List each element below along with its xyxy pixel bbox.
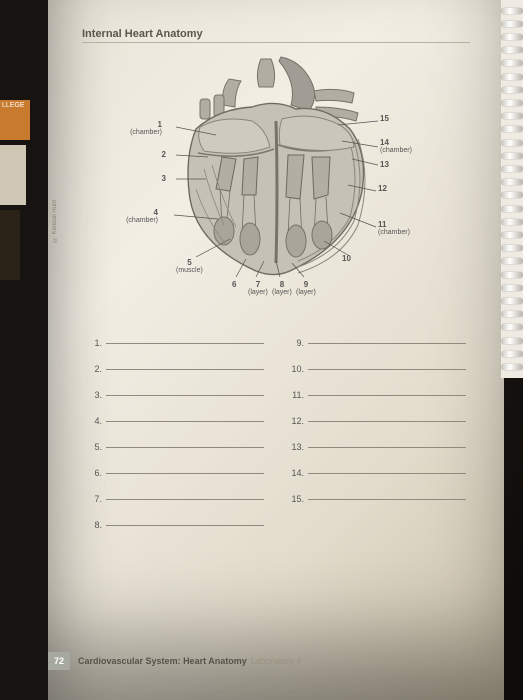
callout-12: 12 [378,185,387,193]
desk-background: LLEGE [0,0,48,700]
callout-3: 3 [162,175,166,183]
callout-2: 2 [162,151,166,159]
callout-5: 5(muscle) [176,259,203,275]
blank-number: 9. [288,338,308,348]
blank-number: 13. [288,442,308,452]
callout-13: 13 [380,161,389,169]
blank-number: 15. [288,494,308,504]
photo-scene: LLEGE © Kendall Hunt Internal Heart Anat… [0,0,523,700]
blank-number: 2. [86,364,106,374]
blank-line[interactable] [308,446,466,448]
blank-line[interactable] [308,368,466,370]
orange-tab: LLEGE [0,100,30,140]
blank-line[interactable] [308,472,466,474]
spiral-binding [501,0,523,378]
callout-14: 14(chamber) [380,139,412,155]
blank-number: 6. [86,468,106,478]
blank-line[interactable] [308,498,466,500]
blank-number: 14. [288,468,308,478]
blank-row: 12. [288,400,466,426]
blank-line[interactable] [106,394,264,396]
copyright-vertical: © Kendall Hunt [52,200,58,242]
blank-row: 3. [86,374,264,400]
blank-row: 10. [288,348,466,374]
paper-stack [0,145,26,205]
blank-number: 12. [288,416,308,426]
page-number: 72 [48,652,70,670]
callout-4: 4(chamber) [126,209,158,225]
blank-row: 9. [288,322,466,348]
blank-line[interactable] [308,342,466,344]
blank-row: 13. [288,426,466,452]
blank-number: 3. [86,390,106,400]
blank-number: 10. [288,364,308,374]
blank-line[interactable] [106,472,264,474]
blank-number: 1. [86,338,106,348]
footer-chapter: Cardiovascular System: Heart Anatomy [78,656,247,666]
page-footer: 72 Cardiovascular System: Heart Anatomy … [48,652,301,670]
blank-line[interactable] [106,446,264,448]
footer-lab: Laboratory 4 [251,656,302,666]
blank-line[interactable] [106,342,264,344]
blank-line[interactable] [106,368,264,370]
blank-number: 11. [288,390,308,400]
blank-row: 15. [288,478,466,504]
blank-number: 5. [86,442,106,452]
blank-row: 1. [86,322,264,348]
blank-line[interactable] [308,420,466,422]
blank-number: 8. [86,520,106,530]
heart-svg [126,49,426,314]
dark-object [0,210,20,280]
blank-row: 5. [86,426,264,452]
heart-diagram: 1(chamber) 2 3 4(chamber) 5(muscle) 6 7(… [126,49,426,314]
blank-number: 4. [86,416,106,426]
blank-line[interactable] [106,420,264,422]
blank-line[interactable] [106,498,264,500]
callout-9: 9(layer) [296,281,316,297]
callout-7: 7(layer) [248,281,268,297]
blank-row: 6. [86,452,264,478]
callout-15: 15 [380,115,389,123]
blanks-right-col: 9. 10. 11. 12. 13. 14. 15. [288,322,466,530]
blank-row: 2. [86,348,264,374]
callout-11: 11(chamber) [378,221,410,237]
blanks-left-col: 1. 2. 3. 4. 5. 6. 7. 8. [86,322,264,530]
blank-row: 7. [86,478,264,504]
workbook-page: © Kendall Hunt Internal Heart Anatomy [48,0,504,700]
callout-1: 1(chamber) [130,121,162,137]
blank-row: 14. [288,452,466,478]
answer-blanks: 1. 2. 3. 4. 5. 6. 7. 8. 9. 10. 11. 12. 1… [82,322,470,530]
blank-line[interactable] [308,394,466,396]
blank-line[interactable] [106,524,264,526]
callout-8: 8(layer) [272,281,292,297]
callout-6: 6 [232,281,236,289]
callout-10: 10 [342,255,351,263]
blank-row: 11. [288,374,466,400]
blank-row: 8. [86,504,264,530]
page-title: Internal Heart Anatomy [82,28,470,43]
blank-number: 7. [86,494,106,504]
blank-row: 4. [86,400,264,426]
